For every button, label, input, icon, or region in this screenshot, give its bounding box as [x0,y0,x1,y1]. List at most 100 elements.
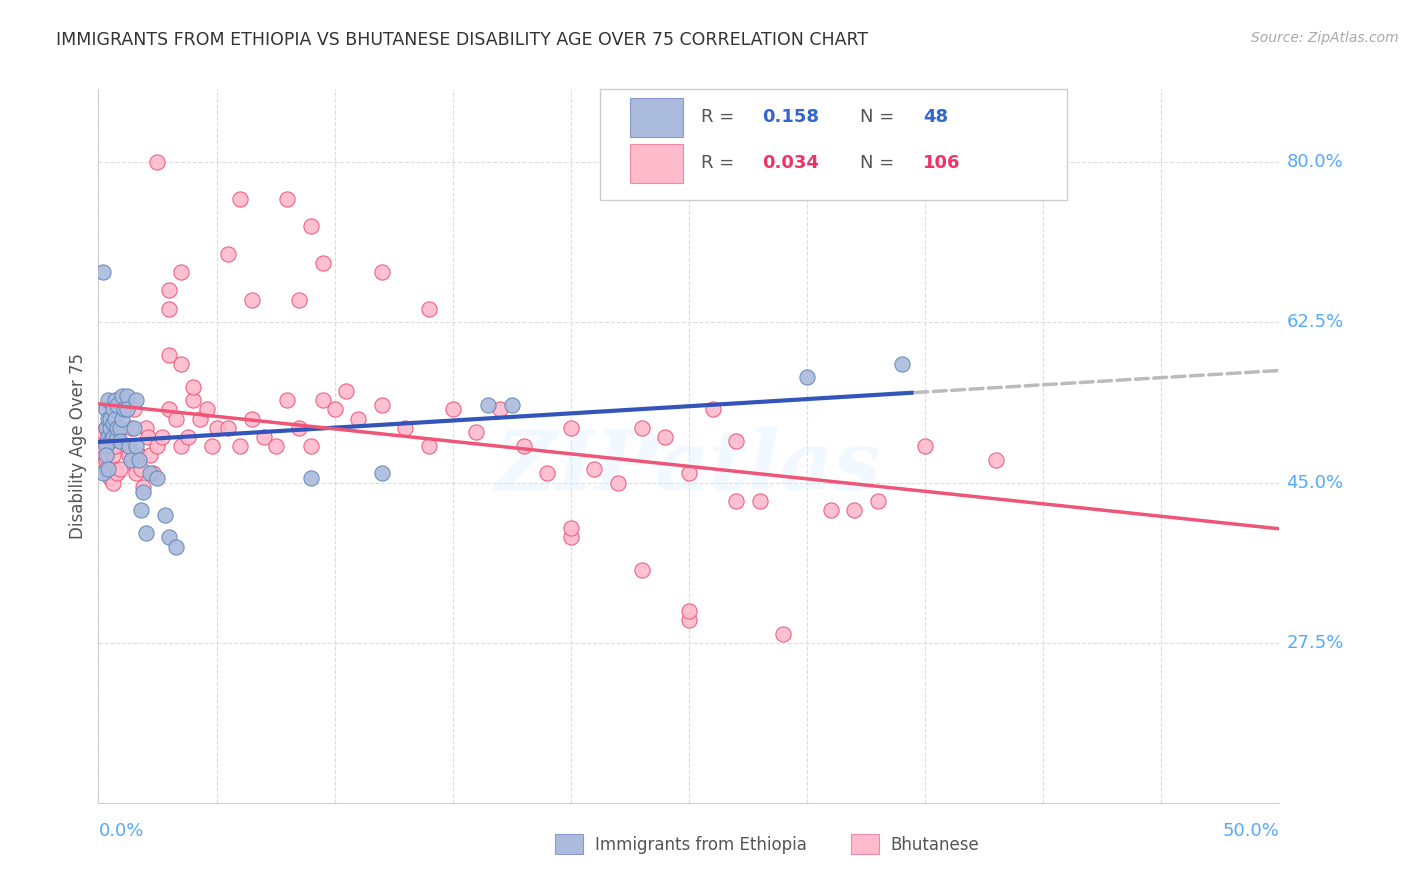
Point [153,508,176,522]
FancyBboxPatch shape [600,89,1067,200]
Point [94,402,117,417]
Point [104,393,127,408]
Text: 50.0%: 50.0% [1223,822,1279,840]
Point [98,420,121,434]
Point [146,439,169,453]
Point [157,301,180,316]
Point [654,430,676,444]
Point [866,494,889,508]
Point [157,347,180,361]
Point [165,540,187,554]
Point [98,411,121,425]
Point [217,247,239,261]
Point [105,430,128,444]
Point [112,402,135,417]
Point [607,475,630,490]
Point [170,357,193,371]
Point [104,439,127,453]
Point [136,430,159,444]
Point [347,411,370,425]
Point [111,389,134,403]
Point [111,393,134,408]
Point [97,393,120,408]
Point [115,389,138,403]
Point [201,439,224,453]
Text: 80.0%: 80.0% [1286,153,1343,171]
Point [128,452,150,467]
Point [108,420,131,434]
Point [122,420,145,434]
Point [105,398,128,412]
Point [288,420,311,434]
Point [121,420,143,434]
Point [91,458,114,472]
Point [748,494,770,508]
Point [312,393,335,408]
Point [276,192,298,206]
Point [146,155,169,169]
Point [501,398,523,412]
Point [112,402,135,417]
Point [205,420,228,434]
Point [229,439,252,453]
Point [101,462,124,476]
Point [299,439,322,453]
Point [177,430,200,444]
Point [111,411,134,425]
Point [299,471,322,485]
Point [139,448,162,462]
Point [108,434,131,449]
Point [984,452,1007,467]
Point [118,448,141,462]
Point [142,467,165,481]
Text: 0.034: 0.034 [762,154,820,172]
Point [150,430,173,444]
Point [630,420,652,434]
Point [115,439,138,453]
Point [157,531,180,545]
Point [139,467,162,481]
Point [108,462,131,476]
Point [97,411,120,425]
Point [91,439,114,453]
Point [105,393,128,408]
Point [90,448,112,462]
Point [128,448,150,462]
Point [560,531,582,545]
Point [101,475,124,490]
Point [94,448,117,462]
Point [91,265,114,279]
Point [489,402,512,417]
Point [98,420,121,434]
Text: N =: N = [860,108,900,126]
Point [371,398,394,412]
Point [105,420,128,434]
Point [820,503,842,517]
Point [91,425,114,440]
Point [772,626,794,640]
Point [94,420,117,434]
Point [536,467,558,481]
Point [371,467,394,481]
Text: R =: R = [700,108,740,126]
Point [115,402,138,417]
Point [135,525,157,540]
Bar [630,144,683,183]
Point [132,480,155,494]
Point [98,471,121,485]
Point [678,613,700,627]
Text: 48: 48 [922,108,948,126]
Point [195,402,218,417]
Point [181,393,204,408]
Point [441,402,464,417]
Point [276,393,298,408]
Point [253,430,276,444]
Point [229,192,252,206]
Point [94,439,117,453]
Text: 27.5%: 27.5% [1286,633,1344,652]
Point [335,384,357,398]
Point [725,494,748,508]
Point [157,284,180,298]
Point [323,402,346,417]
Point [264,439,287,453]
